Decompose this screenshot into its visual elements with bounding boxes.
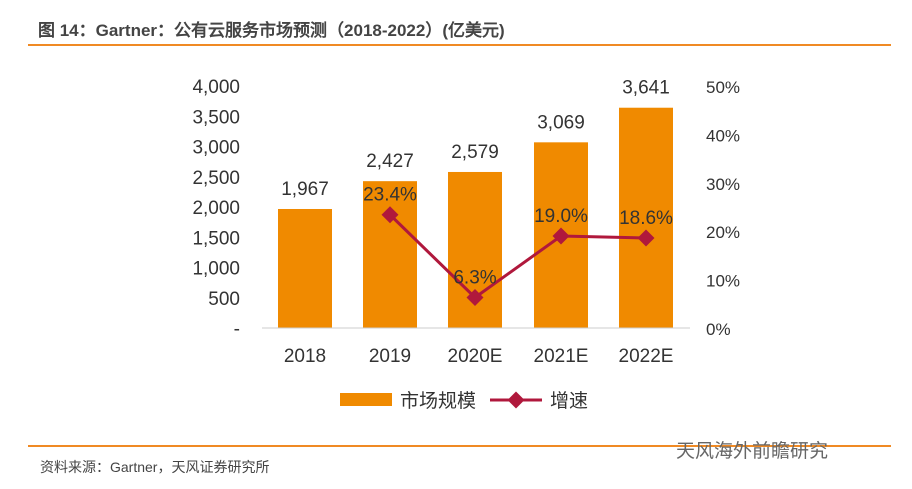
left-axis-tick: 1,500 <box>192 228 240 249</box>
x-axis-tick: 2020E <box>448 346 503 367</box>
x-axis-tick: 2022E <box>619 346 674 367</box>
right-axis-tick: 50% <box>706 78 740 97</box>
left-axis-tick: 3,000 <box>192 138 240 159</box>
right-axis-tick: 0% <box>706 320 731 339</box>
left-axis-tick: 1,000 <box>192 259 240 280</box>
left-axis-tick: 3,500 <box>192 107 240 128</box>
left-axis-tick: - <box>234 319 240 340</box>
right-axis-tick: 20% <box>706 223 740 242</box>
bar-2022E <box>619 107 673 328</box>
right-axis-tick: 40% <box>706 126 740 145</box>
bar-2019 <box>363 181 417 328</box>
title-divider <box>28 44 891 46</box>
bar-value-label: 2,427 <box>366 151 414 172</box>
source-note: 资料来源：Gartner，天风证券研究所 <box>40 459 270 475</box>
legend-bar-swatch <box>340 393 392 406</box>
growth-value-label: 6.3% <box>453 268 496 289</box>
left-axis-tick: 4,000 <box>192 77 240 98</box>
growth-value-label: 18.6% <box>619 208 673 229</box>
bar-value-label: 2,579 <box>451 142 499 163</box>
growth-value-label: 23.4% <box>363 185 417 206</box>
legend-bar-label: 市场规模 <box>400 390 476 412</box>
left-axis-tick: 2,000 <box>192 198 240 219</box>
x-axis-tick: 2021E <box>534 346 589 367</box>
left-axis-tick: 2,500 <box>192 168 240 189</box>
growth-line <box>388 213 647 300</box>
figure-title: 图 14：Gartner：公有云服务市场预测（2018-2022）(亿美元) <box>38 21 505 40</box>
legend-line-marker <box>507 391 525 409</box>
growth-marker-2022E <box>637 229 655 247</box>
x-axis-tick: 2019 <box>369 346 411 367</box>
legend-line-label: 增速 <box>550 390 588 412</box>
bar-value-label: 1,967 <box>281 179 329 200</box>
watermark: 天风海外前瞻研究 <box>676 441 829 462</box>
growth-marker-2020E <box>466 289 484 306</box>
growth-marker-2021E <box>552 227 570 245</box>
bar-2018 <box>278 208 332 328</box>
bar-value-label: 3,641 <box>622 78 670 99</box>
x-axis-tick: 2018 <box>284 346 326 367</box>
right-axis-tick: 30% <box>706 175 740 194</box>
growth-value-label: 19.0% <box>534 206 588 227</box>
growth-marker-2019 <box>381 206 399 224</box>
left-axis-tick: 500 <box>208 289 240 310</box>
footer-divider <box>28 445 891 447</box>
right-axis-tick: 10% <box>706 272 740 291</box>
bar-value-label: 3,069 <box>537 112 585 133</box>
